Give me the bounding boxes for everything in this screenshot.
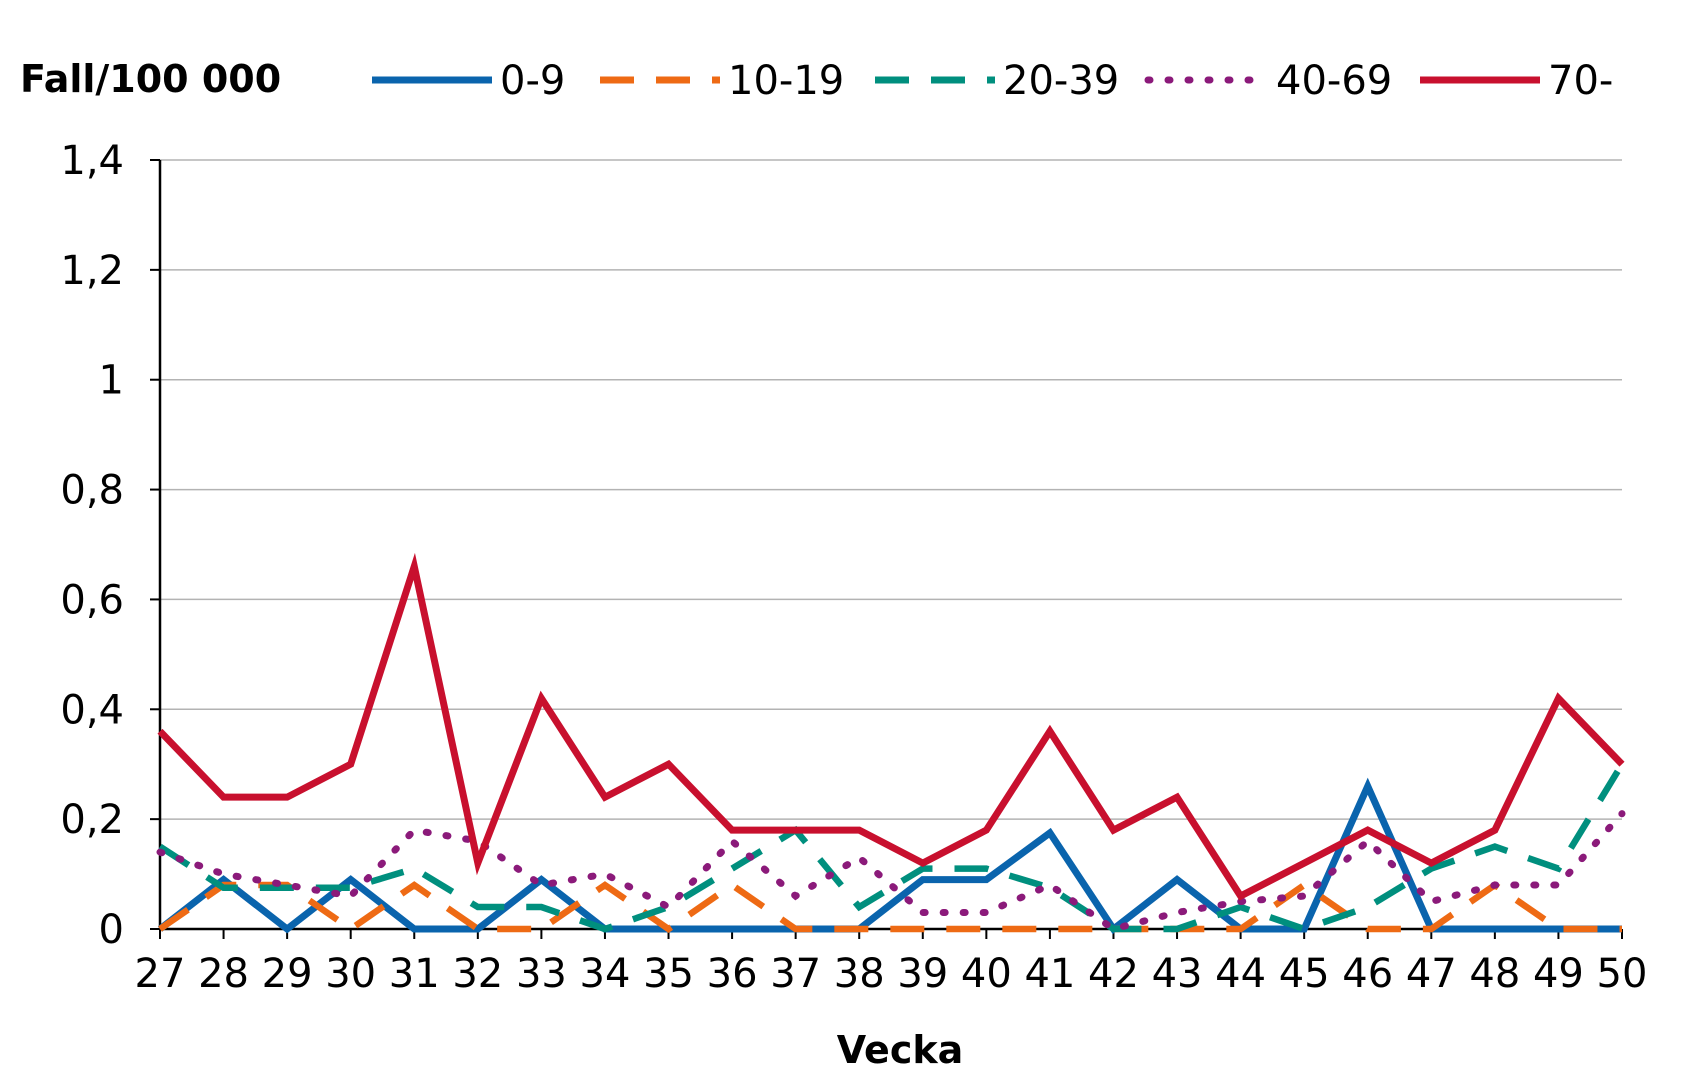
x-tick-label: 33 [516, 951, 567, 997]
x-tick-label: 39 [897, 951, 948, 997]
x-tick-label: 40 [961, 951, 1012, 997]
series-line-40-69 [156, 810, 1626, 933]
x-tick-label: 48 [1469, 951, 1520, 997]
legend-label-10-19: 10-19 [728, 58, 844, 104]
x-tick-label: 38 [834, 951, 885, 997]
y-tick-label: 0,4 [60, 687, 124, 733]
y-tick-label: 0 [99, 907, 124, 953]
x-tick-label: 37 [770, 951, 821, 997]
gridlines [160, 159, 1622, 820]
x-tick-label: 30 [325, 951, 376, 997]
x-tick-label: 29 [262, 951, 313, 997]
y-tick-label: 0,2 [60, 797, 124, 843]
x-axis-title: Vecka [837, 1028, 964, 1072]
legend: 0-9 10-19 20-39 40-69 70- [372, 58, 1613, 104]
y-tick-label: 0,8 [60, 468, 124, 514]
series-line-70- [157, 552, 1625, 901]
x-tick-label: 50 [1597, 951, 1648, 997]
series-line-20-39 [158, 762, 1625, 933]
y-axis-title: Fall/100 000 [20, 57, 281, 101]
axes [158, 160, 1622, 931]
y-tick-label: 0,6 [60, 577, 124, 623]
x-tick-label: 32 [452, 951, 503, 997]
legend-label-0-9: 0-9 [500, 58, 565, 104]
y-tick-label: 1 [99, 358, 124, 404]
x-tick-labels: 27 28 29 30 31 32 33 34 35 36 37 38 39 40 41 42 43 44 45 46… [135, 929, 1648, 997]
x-tick-label: 44 [1215, 951, 1266, 997]
series-line-0-9 [157, 777, 1622, 935]
x-tick-label: 41 [1024, 951, 1075, 997]
x-tick-label: 31 [389, 951, 440, 997]
legend-label-40-69: 40-69 [1276, 58, 1392, 104]
x-tick-label: 27 [135, 951, 186, 997]
x-tick-label: 46 [1342, 951, 1393, 997]
x-tick-label: 43 [1152, 951, 1203, 997]
x-tick-label: 42 [1088, 951, 1139, 997]
x-tick-label: 45 [1279, 951, 1330, 997]
series-line-10-19 [158, 881, 1622, 933]
legend-label-20-39: 20-39 [1003, 58, 1119, 104]
x-tick-label: 35 [643, 951, 694, 997]
series-lines [156, 552, 1626, 935]
x-tick-label: 47 [1406, 951, 1457, 997]
x-tick-label: 49 [1533, 951, 1584, 997]
y-tick-labels: 0 0,2 0,4 0,6 0,8 1 1,2 1,4 [60, 138, 160, 953]
x-tick-label: 28 [198, 951, 249, 997]
y-tick-label: 1,2 [60, 248, 124, 294]
x-tick-label: 36 [707, 951, 758, 997]
y-tick-label: 1,4 [60, 138, 124, 184]
x-tick-label: 34 [580, 951, 631, 997]
legend-label-70-: 70- [1548, 58, 1613, 104]
